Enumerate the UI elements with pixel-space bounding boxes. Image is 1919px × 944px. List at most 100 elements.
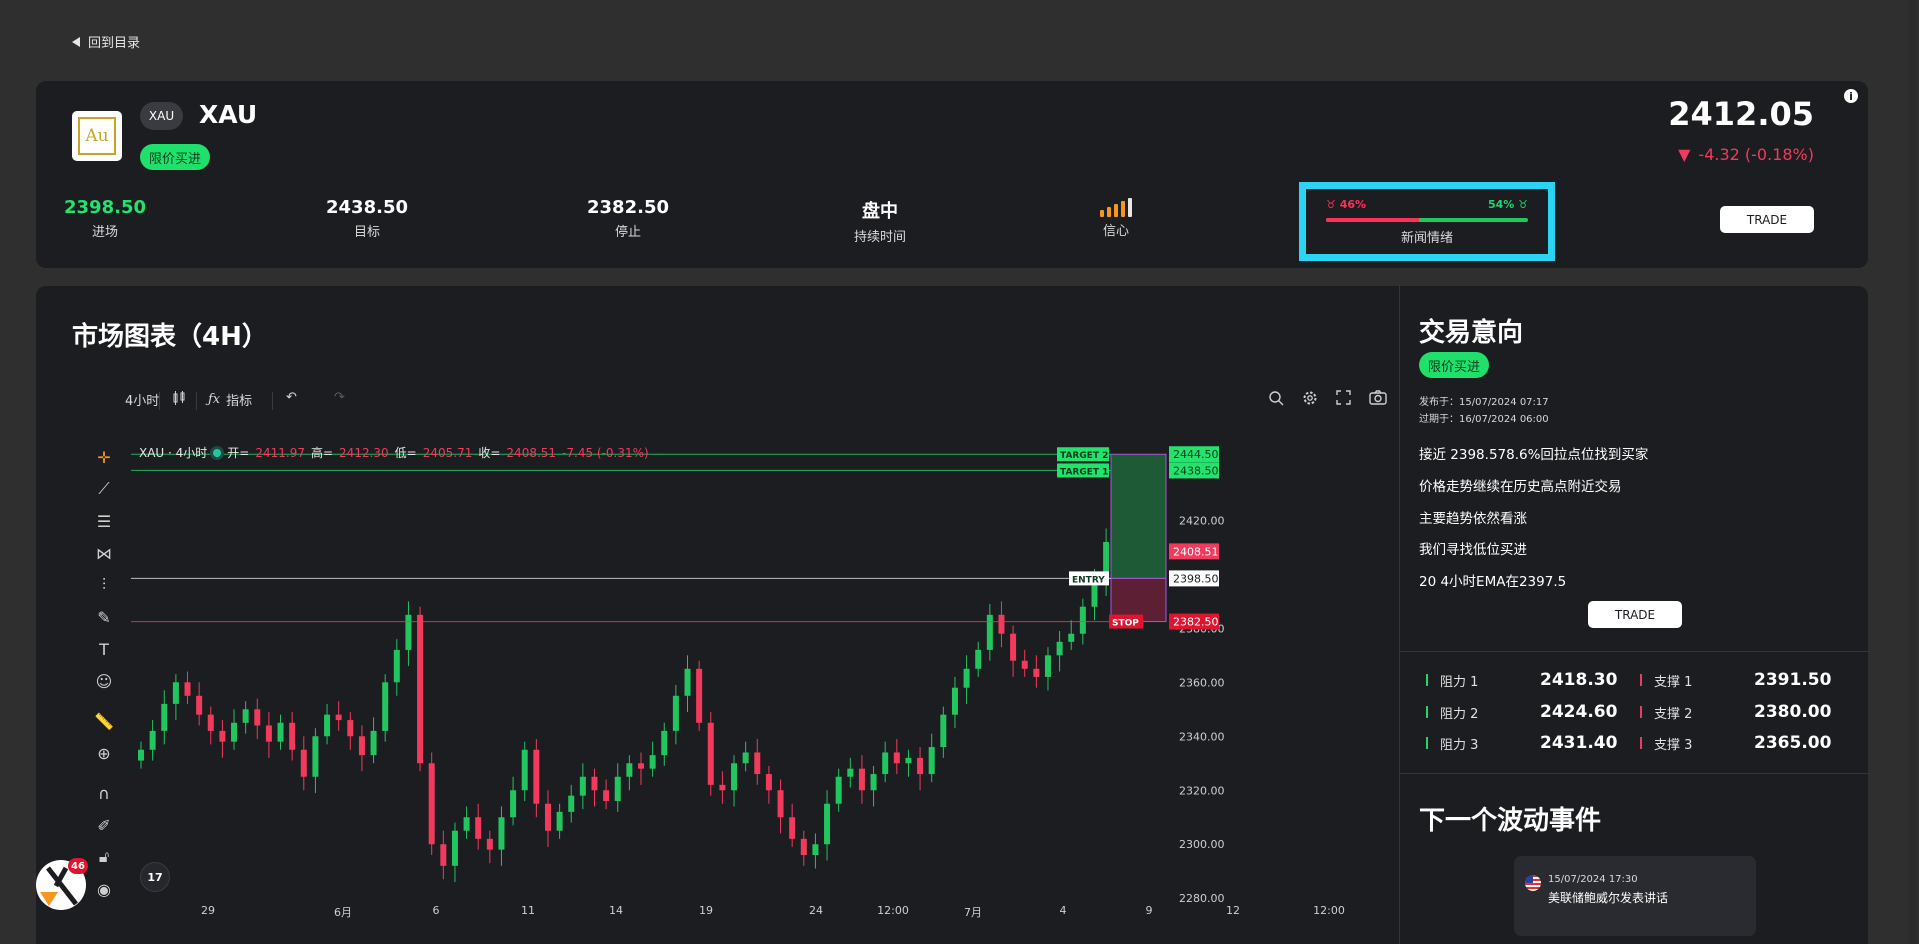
y-tick-label: 2420.00 xyxy=(1179,514,1225,527)
resistance-row: 阻力 2 2424.60 xyxy=(1426,702,1617,722)
candle-body xyxy=(324,714,331,737)
candle-body xyxy=(626,763,633,777)
stat-confidence: 信心 xyxy=(1100,197,1132,239)
text-tool-icon[interactable]: T xyxy=(99,639,109,659)
magnet-icon[interactable]: ∩ xyxy=(98,783,110,803)
x-axis: 29 6月 6 11 14 19 24 12:00 7月 4 9 12 12:00 xyxy=(131,904,1395,924)
candle-body xyxy=(614,776,621,802)
candle-body xyxy=(649,755,656,769)
crosshair-icon[interactable]: ✛ xyxy=(97,447,111,467)
candle-body xyxy=(812,844,819,856)
projection-icon[interactable]: ⫶ xyxy=(101,575,106,594)
page-scrollbar[interactable] xyxy=(1909,0,1917,944)
bullish-value: 54% xyxy=(1487,198,1515,211)
current-price: 2412.05 xyxy=(1668,95,1814,133)
y-tick-label: 2360.00 xyxy=(1179,676,1225,689)
entry-value: 2398.50 xyxy=(64,197,146,218)
candle-body xyxy=(707,722,714,785)
x-tick-label: 12 xyxy=(1226,904,1240,917)
candle-body xyxy=(451,830,458,866)
lock-drawing-icon[interactable]: ✐ xyxy=(97,815,111,835)
info-icon[interactable]: i xyxy=(1844,89,1858,103)
candle-body xyxy=(835,776,842,804)
x-tick-label: 12:00 xyxy=(877,904,909,917)
candle-body xyxy=(951,687,958,715)
candle-body xyxy=(986,614,993,650)
header-trade-button[interactable]: TRADE xyxy=(1720,206,1814,233)
candle-body xyxy=(440,844,447,866)
candle-body xyxy=(940,714,947,748)
level-tag-label: ENTRY xyxy=(1072,575,1105,585)
y-tick-label: 2300.00 xyxy=(1179,838,1225,851)
candle-body xyxy=(405,614,412,650)
candle-body xyxy=(800,838,807,856)
pattern-icon[interactable]: ⋈ xyxy=(96,543,112,563)
camera-icon[interactable] xyxy=(1369,390,1387,405)
event-card[interactable]: 15/07/2024 17:30 美联储鲍威尔发表讲话 xyxy=(1514,856,1756,936)
candle-body xyxy=(975,649,982,669)
profit-zone xyxy=(1110,453,1167,579)
zoom-search-icon[interactable] xyxy=(1268,390,1284,406)
resistance-name: 阻力 1 xyxy=(1440,674,1479,690)
ruler-icon[interactable]: 📏 xyxy=(94,711,114,731)
chart-canvas[interactable]: 2420.002380.002360.002340.002320.002300.… xyxy=(131,434,1395,909)
x-tick-label: 6月 xyxy=(334,906,352,919)
legend-open: 2411.97 xyxy=(255,445,305,460)
intent-trade-button[interactable]: TRADE xyxy=(1588,601,1682,628)
candle-body xyxy=(335,714,342,721)
candle-body xyxy=(1103,541,1110,580)
legend-low: 2405.71 xyxy=(422,445,473,460)
zoom-in-icon[interactable]: ⊕ xyxy=(97,743,111,763)
intent-signal-badge: 限价买进 xyxy=(1419,352,1490,378)
lock-icon[interactable]: 🔓︎ xyxy=(98,847,110,866)
intent-point: 接近 2398.578.6%回拉点位找到买家 xyxy=(1419,447,1649,463)
target-value: 2438.50 xyxy=(326,197,408,218)
level-tag xyxy=(1057,447,1109,462)
candle-body xyxy=(893,752,900,764)
emoji-icon[interactable]: ☺ xyxy=(95,671,113,691)
eye-icon[interactable]: ◉ xyxy=(97,879,111,899)
candle-type-icon[interactable] xyxy=(172,390,186,406)
fx-icon: ƒx xyxy=(208,392,221,407)
tradingview-logo[interactable]: 17 xyxy=(140,862,170,892)
brush-icon[interactable]: ✎ xyxy=(97,607,111,627)
x-tick-label: 9 xyxy=(1145,904,1153,917)
candle-body xyxy=(510,790,517,818)
level-price-label: 2444.50 xyxy=(1173,448,1219,461)
candle-body xyxy=(858,768,865,791)
candle-body xyxy=(1091,579,1098,607)
candle-body xyxy=(161,703,168,731)
candle-body xyxy=(393,649,400,683)
legend-symbol: XAU · 4小时 xyxy=(139,446,208,460)
redo-icon[interactable]: ↷ xyxy=(334,390,345,405)
published-date: 发布于：15/07/2024 07:17 xyxy=(1419,397,1549,408)
level-tag-label: TARGET 1 xyxy=(1060,467,1108,477)
last-price-tag xyxy=(1169,543,1219,560)
indicators-button[interactable]: ƒx 指标 xyxy=(208,390,252,409)
trend-line-icon[interactable]: ⟋ xyxy=(98,479,110,498)
stat-target: 2438.50 目标 xyxy=(326,197,408,240)
indicators-label: 指标 xyxy=(226,394,253,409)
level-price-tag xyxy=(1169,613,1219,630)
bull-icon: ♉ xyxy=(1518,198,1528,211)
resistance-name: 阻力 3 xyxy=(1440,737,1479,753)
candle-body xyxy=(149,730,156,750)
candle-body xyxy=(1021,660,1028,669)
settings-gear-icon[interactable] xyxy=(1302,390,1318,406)
back-to-directory-link[interactable]: 回到目录 xyxy=(72,32,140,51)
fib-lines-icon[interactable]: ☰ xyxy=(96,511,112,531)
y-tick-label: 2320.00 xyxy=(1179,784,1225,797)
candle-body xyxy=(417,614,424,764)
fullscreen-icon[interactable] xyxy=(1336,390,1351,405)
interval-button[interactable]: 4小时 xyxy=(125,390,159,409)
candle-body xyxy=(1079,606,1086,634)
level-tag-label: STOP xyxy=(1112,619,1139,629)
x-tick-label: 29 xyxy=(201,904,215,917)
candle-body xyxy=(184,682,191,696)
stop-value: 2382.50 xyxy=(587,197,669,218)
undo-icon[interactable]: ↶ xyxy=(286,390,297,405)
price-chart[interactable]: 2420.002380.002360.002340.002320.002300.… xyxy=(131,434,1395,909)
candle-body xyxy=(928,747,935,775)
candle-body xyxy=(882,752,889,775)
signal-badge: 限价买进 xyxy=(140,144,211,170)
